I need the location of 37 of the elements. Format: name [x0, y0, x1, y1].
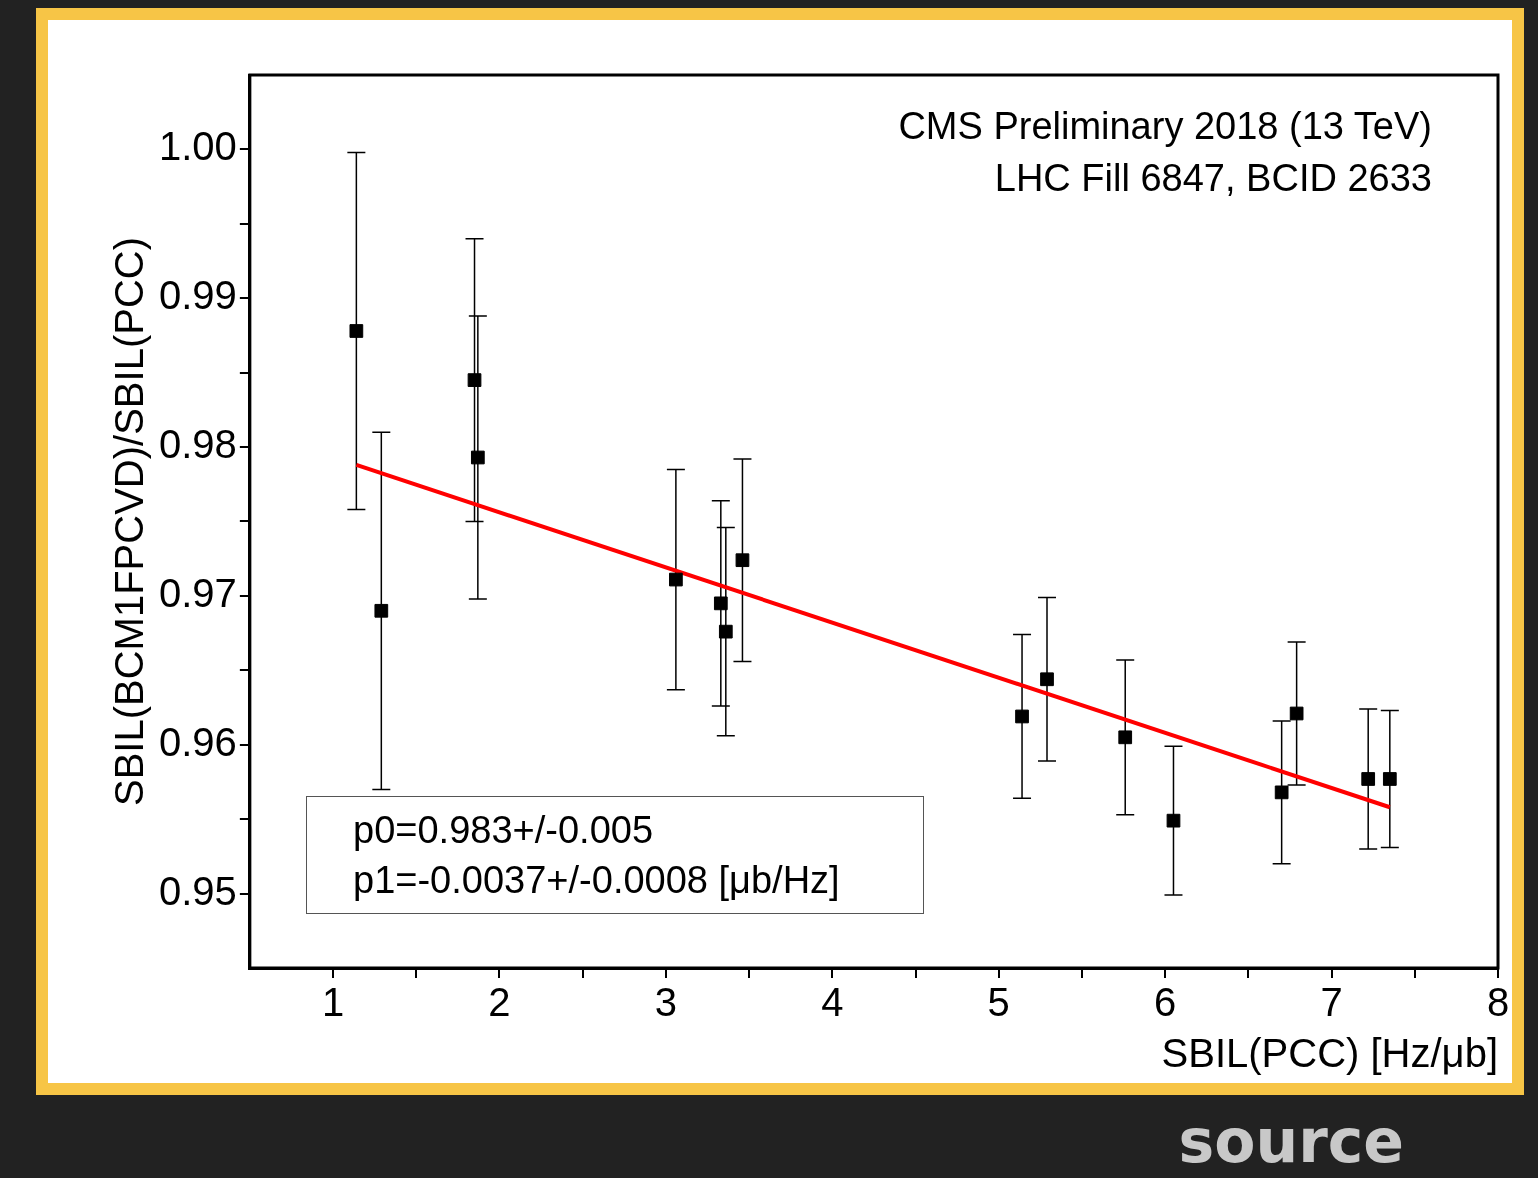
point	[1289, 706, 1304, 721]
annotation: LHC Fill 6847, BCID 2633	[993, 156, 1432, 201]
text: source	[1178, 1106, 1404, 1176]
y-tick-label: 0.96	[158, 719, 237, 764]
x-tick-label: 5	[987, 980, 1010, 1025]
annotation: p1=-0.0037+/-0.0008 [μb/Hz]	[353, 858, 841, 903]
x-tick-label: 4	[821, 980, 844, 1025]
point	[1361, 772, 1376, 786]
x-tick-label: 2	[488, 980, 511, 1025]
x-tick-label: 6	[1154, 980, 1177, 1025]
y-tick-label: 1.00	[158, 124, 237, 169]
x-tick-label: 3	[654, 980, 678, 1025]
point	[349, 324, 364, 338]
x-tick-label: 7	[1320, 980, 1343, 1025]
point	[1118, 730, 1133, 745]
point	[718, 624, 733, 639]
annotation: CMS Preliminary 2018 (13 TeV)	[898, 104, 1432, 149]
x-tick-label: 1	[321, 980, 345, 1025]
y-tick-label: 0.98	[158, 422, 237, 467]
x-tick-label: 8	[1486, 980, 1510, 1025]
point	[1040, 672, 1054, 687]
point	[1015, 709, 1029, 724]
point	[1274, 785, 1289, 800]
x-axis-title: SBIL(PCC) [Hz/μb]	[1161, 1031, 1498, 1076]
y-tick-label: 0.95	[158, 868, 237, 913]
point	[374, 603, 389, 618]
point	[713, 596, 728, 611]
point	[470, 450, 485, 465]
y-tick-label: 0.97	[158, 570, 237, 615]
point	[467, 373, 482, 387]
point	[1166, 813, 1181, 828]
y-axis-title: SBIL(BCM1FPCVD)/SBIL(PCC)	[107, 237, 152, 806]
point	[735, 553, 750, 568]
point	[1382, 772, 1397, 786]
y-tick-label: 0.99	[158, 273, 237, 318]
annotation: p0=0.983+/-0.005	[353, 808, 655, 853]
point	[669, 572, 683, 587]
